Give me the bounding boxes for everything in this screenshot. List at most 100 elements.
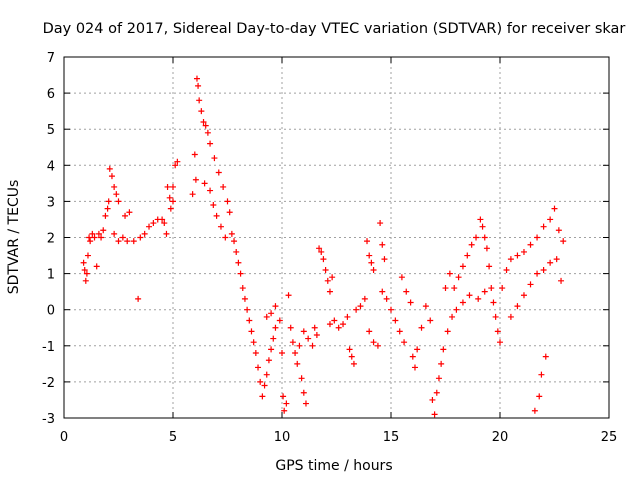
data-point [370, 339, 377, 346]
data-point [285, 292, 292, 299]
data-point [292, 350, 299, 357]
data-point [217, 223, 224, 230]
data-point [241, 295, 248, 302]
data-point [374, 342, 381, 349]
data-point [228, 230, 235, 237]
data-point [81, 266, 88, 273]
data-point [449, 313, 456, 320]
data-point [560, 238, 567, 245]
data-point [407, 299, 414, 306]
data-point [442, 285, 449, 292]
data-point [95, 230, 102, 237]
data-point [250, 339, 257, 346]
data-point [141, 230, 148, 237]
data-point [326, 321, 333, 328]
data-point [414, 346, 421, 353]
data-point [98, 234, 105, 241]
data-point [130, 238, 137, 245]
y-tick-label: 6 [47, 87, 55, 102]
data-point [164, 183, 171, 190]
data-point [108, 173, 115, 180]
data-point [213, 212, 220, 219]
data-point [287, 324, 294, 331]
data-point [105, 198, 112, 205]
data-point [93, 263, 100, 270]
data-point [538, 371, 545, 378]
data-point [102, 212, 109, 219]
data-point [170, 198, 176, 205]
data-point [553, 256, 560, 263]
data-point [122, 212, 129, 219]
data-point [87, 238, 94, 245]
data-point [272, 324, 279, 331]
data-point [150, 220, 157, 227]
data-point [196, 97, 203, 104]
data-point [86, 234, 93, 241]
data-point [255, 364, 262, 371]
data-point [191, 151, 198, 158]
data-point [91, 234, 98, 241]
data-point [411, 364, 418, 371]
y-tick-label: 0 [47, 304, 55, 319]
data-point [381, 256, 388, 263]
data-point [115, 238, 122, 245]
data-point [215, 169, 222, 176]
data-point [104, 205, 111, 212]
data-point [309, 342, 316, 349]
data-point [119, 234, 126, 241]
data-point [265, 357, 272, 364]
data-point [100, 227, 107, 234]
data-point [263, 313, 270, 320]
data-point [531, 407, 538, 414]
data-point [111, 230, 118, 237]
data-point [248, 328, 255, 335]
data-point [159, 216, 166, 223]
x-tick-label: 10 [274, 430, 291, 445]
data-point [226, 209, 233, 216]
data-point [324, 277, 331, 284]
data-point [82, 277, 89, 284]
data-point [540, 223, 547, 230]
data-point [272, 303, 279, 310]
y-tick-label: 7 [47, 51, 55, 66]
data-point [192, 176, 199, 183]
data-point [350, 360, 357, 367]
data-point [468, 241, 475, 248]
data-point [344, 313, 351, 320]
data-point [313, 331, 320, 338]
data-point [207, 187, 214, 194]
data-point [558, 277, 565, 284]
data-point [296, 342, 303, 349]
data-point [198, 108, 205, 115]
y-tick-label: 1 [47, 268, 55, 283]
y-axis-label: SDTVAR / TECUs [6, 180, 22, 295]
data-point [331, 317, 338, 324]
data-point [268, 310, 275, 317]
data-point [204, 129, 211, 136]
data-point [444, 328, 451, 335]
data-point [294, 360, 301, 367]
data-point [207, 140, 214, 147]
data-point [377, 220, 384, 227]
data-point [305, 335, 312, 342]
data-point [451, 285, 458, 292]
data-point [224, 198, 231, 205]
y-tick-label: -3 [42, 412, 55, 427]
data-point [388, 306, 394, 313]
data-point [368, 259, 375, 266]
data-point [289, 339, 296, 346]
data-point [398, 274, 405, 281]
data-point [542, 353, 549, 360]
data-point [211, 155, 218, 162]
data-point [222, 234, 229, 241]
data-point [259, 393, 266, 400]
data-point [357, 303, 364, 310]
data-point [455, 274, 462, 281]
data-point [547, 216, 554, 223]
y-tick-label: -1 [42, 340, 55, 355]
data-point [280, 393, 287, 400]
data-point [527, 281, 534, 288]
data-point [276, 317, 283, 324]
data-point [201, 180, 208, 187]
x-tick-label: 0 [60, 430, 68, 445]
